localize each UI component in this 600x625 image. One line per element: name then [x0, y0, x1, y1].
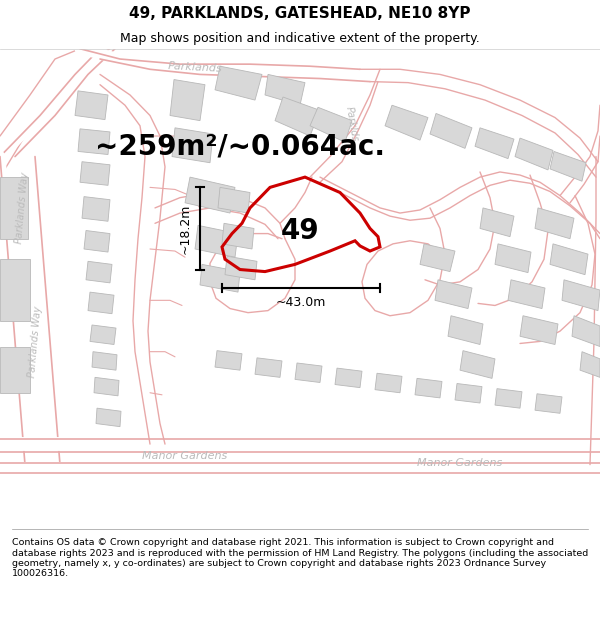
Polygon shape	[200, 264, 240, 292]
Polygon shape	[225, 256, 257, 280]
Text: 49, PARKLANDS, GATESHEAD, NE10 8YP: 49, PARKLANDS, GATESHEAD, NE10 8YP	[129, 6, 471, 21]
Polygon shape	[172, 128, 213, 162]
Text: Parklands: Parklands	[167, 61, 223, 74]
Polygon shape	[275, 97, 320, 136]
Text: Manor Gardens: Manor Gardens	[418, 458, 503, 468]
Polygon shape	[460, 351, 495, 378]
Polygon shape	[475, 128, 514, 159]
Polygon shape	[0, 177, 28, 239]
Polygon shape	[94, 378, 119, 396]
Polygon shape	[185, 177, 235, 213]
Polygon shape	[222, 223, 254, 249]
Polygon shape	[520, 316, 558, 344]
Text: Parklds: Parklds	[344, 105, 360, 142]
Polygon shape	[420, 244, 455, 272]
Text: Parklands Way: Parklands Way	[14, 172, 30, 244]
Polygon shape	[580, 352, 600, 377]
Polygon shape	[535, 208, 574, 239]
Polygon shape	[508, 280, 545, 309]
Text: ~259m²/~0.064ac.: ~259m²/~0.064ac.	[95, 132, 385, 160]
Polygon shape	[385, 105, 428, 140]
Text: Manor Gardens: Manor Gardens	[142, 451, 227, 461]
Text: ~43.0m: ~43.0m	[276, 296, 326, 309]
Polygon shape	[82, 197, 110, 221]
Polygon shape	[572, 316, 600, 346]
Polygon shape	[88, 292, 114, 314]
Text: Map shows position and indicative extent of the property.: Map shows position and indicative extent…	[120, 31, 480, 44]
Polygon shape	[86, 261, 112, 283]
Polygon shape	[495, 244, 531, 272]
Polygon shape	[375, 373, 402, 392]
Polygon shape	[455, 384, 482, 403]
Polygon shape	[448, 316, 483, 344]
Polygon shape	[295, 363, 322, 382]
Polygon shape	[495, 389, 522, 408]
Polygon shape	[562, 280, 600, 311]
Polygon shape	[550, 244, 588, 274]
Polygon shape	[310, 107, 352, 142]
Text: 49: 49	[281, 216, 319, 244]
Polygon shape	[195, 226, 238, 258]
Polygon shape	[480, 208, 514, 237]
Polygon shape	[255, 358, 282, 377]
Polygon shape	[80, 162, 110, 186]
Polygon shape	[265, 74, 305, 105]
Polygon shape	[84, 231, 110, 252]
Polygon shape	[90, 325, 116, 344]
Polygon shape	[535, 394, 562, 413]
Polygon shape	[435, 280, 472, 309]
Text: Parklands Way: Parklands Way	[27, 305, 43, 378]
Polygon shape	[415, 378, 442, 398]
Polygon shape	[430, 114, 472, 148]
Polygon shape	[550, 151, 586, 181]
Polygon shape	[215, 351, 242, 370]
Text: Contains OS data © Crown copyright and database right 2021. This information is : Contains OS data © Crown copyright and d…	[12, 538, 588, 578]
Polygon shape	[0, 259, 30, 321]
Polygon shape	[0, 346, 30, 392]
Polygon shape	[75, 91, 108, 119]
Text: ~18.2m: ~18.2m	[179, 203, 192, 254]
Polygon shape	[92, 352, 117, 370]
Polygon shape	[170, 79, 205, 121]
Polygon shape	[78, 129, 110, 154]
Polygon shape	[515, 138, 553, 170]
Polygon shape	[215, 66, 262, 100]
Polygon shape	[218, 188, 250, 213]
Polygon shape	[335, 368, 362, 388]
Polygon shape	[96, 408, 121, 427]
